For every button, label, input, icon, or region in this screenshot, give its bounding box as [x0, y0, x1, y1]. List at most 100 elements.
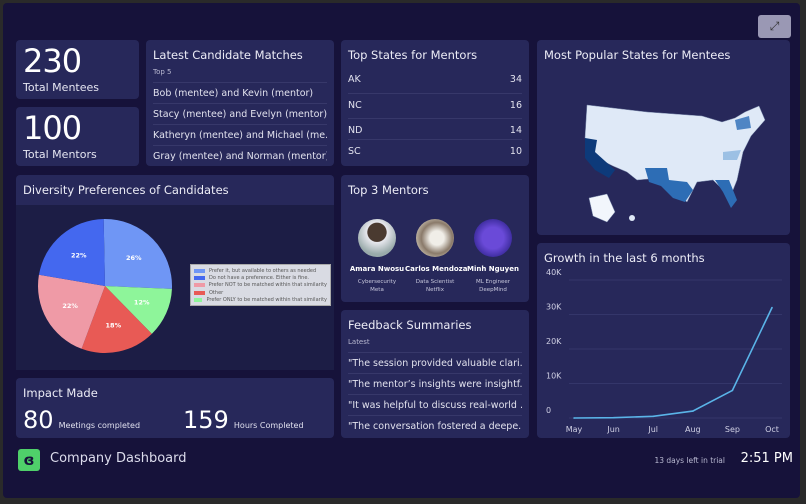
feedback-title: Feedback Summaries	[348, 318, 472, 332]
data-point[interactable]	[692, 410, 694, 412]
match-item[interactable]: Gray (mentee) and Norman (mentor)	[153, 145, 327, 166]
data-point[interactable]	[652, 415, 654, 418]
state-value: 16	[509, 100, 522, 111]
top-mentors-title: Top 3 Mentors	[348, 183, 429, 197]
diversity-pie-chart: 26% 12% 18% 22% 22%	[37, 219, 172, 353]
new-york	[735, 116, 751, 130]
mentor-avatar	[416, 219, 454, 257]
impact-card: Impact Made 80 Meetings completed 159 Ho…	[16, 378, 334, 438]
total-mentors-label: Total Mentors	[23, 148, 97, 161]
match-item[interactable]: Bob (mentee) and Kevin (mentor)	[153, 82, 327, 103]
mentor-avatar	[358, 219, 396, 257]
mentor-role: Data Scientist Netflix	[405, 278, 465, 294]
pie-slice[interactable]	[38, 219, 105, 286]
x-tick-label: Jul	[647, 425, 658, 434]
app-title: Company Dashboard	[50, 451, 187, 466]
candidate-matches-title: Latest Candidate Matches	[153, 48, 303, 62]
feedback-item[interactable]: "It was helpful to discuss real-world ..…	[348, 394, 522, 415]
mentor-role-text: Data Scientist	[415, 279, 455, 285]
state-row: NC 16	[348, 93, 522, 118]
mentor-name: Carlos Mendoza	[405, 265, 468, 273]
hours-label: Hours Completed	[233, 421, 304, 430]
pie-data-label: 18%	[106, 321, 122, 329]
legend-swatch	[194, 298, 203, 303]
legend-label: Other	[209, 289, 224, 296]
mentor-profile[interactable]: Amara Nwosu Cybersecurity Meta	[347, 219, 407, 294]
mentor-company: Meta	[370, 287, 384, 293]
mentor-role-text: ML Engineer	[475, 279, 511, 285]
data-point[interactable]	[573, 417, 575, 419]
candidate-matches-subtitle: Top 5	[153, 68, 172, 76]
state-name: NC	[348, 100, 362, 111]
total-mentees-value: 230	[23, 42, 82, 80]
match-item[interactable]: Katheryn (mentee) and Michael (me...	[153, 124, 327, 145]
legend-swatch	[194, 283, 205, 288]
mentor-role: ML Engineer DeepMind	[463, 278, 523, 294]
x-tick-label: Sep	[725, 425, 740, 434]
legend-item: Prefer NOT to be matched within that sim…	[194, 282, 327, 289]
mentor-profile[interactable]: Minh Nguyen ML Engineer DeepMind	[463, 219, 523, 294]
mentor-name: Amara Nwosu	[349, 265, 405, 273]
state-value: 34	[509, 74, 522, 85]
expand-button[interactable]: ⤢	[758, 15, 791, 38]
data-point[interactable]	[612, 416, 615, 419]
state-name: SC	[348, 146, 361, 157]
state-row: ND 14	[348, 118, 522, 143]
feedback-subtitle: Latest	[348, 338, 370, 346]
top-states-card: Top States for Mentors AK 34 NC 16 ND 14 SC…	[341, 40, 529, 166]
pie-data-label: 12%	[134, 298, 150, 306]
pie-slice[interactable]	[103, 219, 172, 289]
data-point[interactable]	[771, 306, 773, 309]
y-tick-label: 0	[546, 406, 551, 415]
state-name: AK	[348, 74, 361, 85]
mentor-role: Cybersecurity Meta	[347, 278, 407, 294]
total-mentees-label: Total Mentees	[23, 81, 99, 94]
north-carolina	[723, 150, 741, 160]
legend-item: Prefer ONLY to be matched within that si…	[194, 297, 327, 304]
state-name: ND	[348, 125, 363, 136]
pie-legend: Prefer it, but available to others as ne…	[190, 264, 331, 306]
feedback-card: Feedback Summaries Latest "The session p…	[341, 310, 529, 438]
florida	[715, 180, 737, 208]
x-tick-label: Aug	[685, 425, 701, 434]
legend-swatch	[194, 276, 205, 281]
trial-status: 13 days left in trial	[654, 456, 725, 465]
total-mentors-value: 100	[23, 109, 82, 147]
feedback-item[interactable]: "The session provided valuable clari...	[348, 352, 522, 373]
meetings-label: Meetings completed	[58, 421, 141, 430]
state-value: 10	[509, 146, 522, 157]
mentor-profile[interactable]: Carlos Mendoza Data Scientist Netflix	[405, 219, 468, 294]
x-tick-label: Jun	[606, 425, 620, 434]
pie-slice[interactable]	[105, 286, 172, 334]
top-states-title: Top States for Mentors	[348, 48, 478, 62]
alaska	[588, 193, 616, 223]
feedback-item[interactable]: "The mentor’s insights were insightf...	[348, 373, 522, 394]
us-choropleth-map[interactable]	[537, 40, 790, 235]
legend-label: Prefer it, but available to others as ne…	[209, 267, 317, 274]
feedback-item[interactable]: "The conversation fostered a deepe...	[348, 415, 522, 436]
legend-label: Prefer NOT to be matched within that sim…	[208, 282, 327, 289]
meetings-value: 80	[23, 406, 54, 434]
growth-line-chart: 0 10K 20K 30K 40K May Jun Jul Aug Sep Oct	[546, 268, 782, 434]
mentee-states-map-card: Most Popular States for Mentees	[537, 40, 790, 235]
pie-data-label: 22%	[71, 252, 87, 260]
footer: ɞ Company Dashboard 13 days left in tria…	[18, 446, 793, 472]
legend-label: Prefer ONLY to be matched within that si…	[206, 297, 327, 304]
pie-slice[interactable]	[81, 286, 152, 353]
texas	[645, 168, 693, 202]
top-mentors-card: Top 3 Mentors Amara Nwosu Cybersecurity M…	[341, 175, 529, 302]
map-title: Most Popular States for Mentees	[544, 48, 731, 62]
hours-stat: 159 Hours Completed	[183, 406, 304, 434]
total-mentees-card: 230 Total Mentees	[16, 40, 139, 99]
growth-title: Growth in the last 6 months	[544, 251, 705, 265]
data-point[interactable]	[731, 389, 734, 392]
mentor-avatar	[474, 219, 512, 257]
hawaii	[629, 215, 635, 221]
match-item[interactable]: Stacy (mentee) and Evelyn (mentor)	[153, 103, 327, 124]
pie-data-label: 22%	[62, 302, 78, 310]
pie-slice[interactable]	[37, 274, 105, 349]
company-logo: ɞ	[18, 449, 40, 471]
california	[585, 138, 615, 178]
y-tick-label: 30K	[546, 303, 562, 312]
state-row: SC 10	[348, 139, 522, 164]
